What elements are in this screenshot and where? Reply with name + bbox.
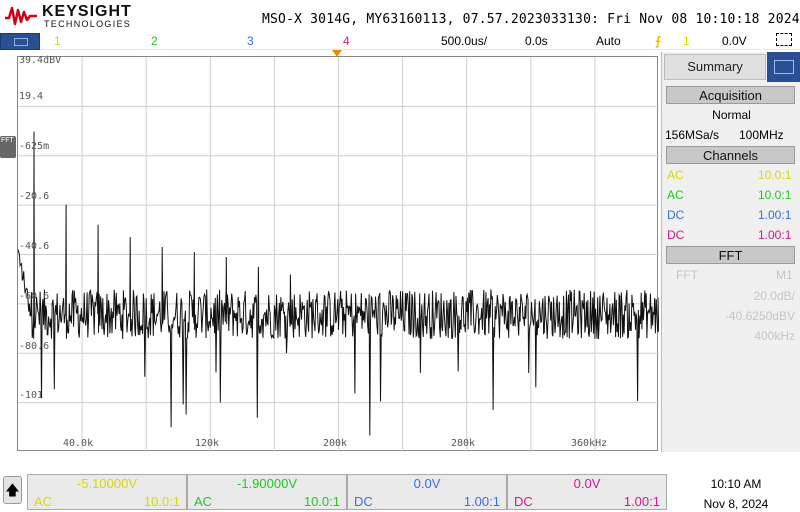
y-tick-label: -40.6 [19, 241, 50, 252]
fft-trace [18, 131, 659, 436]
y-tick-label: -80.6 [19, 341, 50, 352]
brand-sub: TECHNOLOGIES [44, 19, 132, 29]
channel-2-offset: -1.90000V [237, 476, 297, 491]
fft-ground-marker[interactable]: FFT [0, 136, 16, 158]
y-tick-label: 39.4dBV [19, 55, 62, 66]
channel-2-indicator[interactable]: 2 [151, 34, 158, 48]
fft-plot [18, 57, 659, 452]
channel-2-coupling-bottom: AC [194, 494, 213, 509]
channel-3-coupling: DC [667, 208, 685, 222]
x-tick-label: 360kHz [571, 438, 608, 449]
instrument-title: MSO-X 3014G, MY63160113, 07.57.202303313… [262, 12, 800, 27]
tab-layout[interactable] [767, 52, 800, 82]
channel-1-coupling-bottom: AC [34, 494, 53, 509]
clock-date: Nov 8, 2024 [703, 497, 769, 511]
channel-3-coupling-bottom: DC [354, 494, 373, 509]
channel-4-coupling-bottom: DC [514, 494, 533, 509]
y-tick-label: -625m [19, 141, 50, 152]
channel-4-box[interactable]: 0.0V DC 1.00:1 [507, 474, 667, 510]
channels-header[interactable]: Channels [666, 146, 795, 164]
channel-4-probe-bottom: 1.00:1 [623, 494, 660, 509]
x-tick-label: 120k [195, 438, 220, 449]
tab-summary[interactable]: Summary [664, 54, 766, 80]
channel-2-probe: 10.0:1 [758, 188, 792, 202]
trigger-mode[interactable]: Auto [596, 34, 621, 48]
channel-1-box[interactable]: -5.10000V AC 10.0:1 [27, 474, 187, 510]
x-tick-label: 200k [323, 438, 348, 449]
channel-3-box[interactable]: 0.0V DC 1.00:1 [347, 474, 507, 510]
channel-3-indicator[interactable]: 3 [247, 34, 254, 48]
y-tick-label: -60.6 [19, 291, 50, 302]
menu-button[interactable] [0, 33, 40, 50]
channel-3-probe-bottom: 1.00:1 [463, 494, 500, 509]
timebase-readout[interactable]: 500.0us/ [441, 34, 488, 48]
trigger-source[interactable]: 1 [683, 34, 690, 48]
arrow-up-icon: 🡅 [5, 482, 20, 498]
delay-readout[interactable]: 0.0s [525, 34, 548, 48]
expand-button[interactable]: 🡅 [3, 476, 22, 504]
sample-rate: 156MSa/s [665, 128, 720, 142]
fft-header[interactable]: FFT [666, 246, 795, 264]
channel-1-probe: 10.0:1 [758, 168, 792, 182]
channel-4-offset: 0.0V [573, 476, 601, 491]
waveform-display[interactable] [17, 56, 659, 452]
brand-name: KEYSIGHT [42, 3, 132, 20]
acquisition-header[interactable]: Acquisition [666, 86, 795, 104]
bandwidth: 100MHz [739, 128, 784, 142]
channel-1-offset: -5.10000V [77, 476, 137, 491]
y-tick-label: -20.6 [19, 191, 50, 202]
clock-time: 10:10 AM [710, 477, 762, 491]
grid-icon [774, 60, 794, 74]
channel-2-coupling: AC [667, 188, 684, 202]
x-tick-label: 280k [451, 438, 476, 449]
fft-source: M1 [776, 268, 793, 282]
trigger-edge-icon: ⨍ [655, 34, 662, 48]
trigger-level[interactable]: 0.0V [722, 34, 747, 48]
fft-offset: -40.6250dBV [724, 309, 795, 323]
channel-4-indicator[interactable]: 4 [343, 34, 350, 48]
channel-1-indicator[interactable]: 1 [54, 34, 61, 48]
y-tick-label: 19.4 [19, 91, 44, 102]
channel-3-offset: 0.0V [413, 476, 441, 491]
keysight-wave-icon [5, 6, 37, 26]
summary-panel: Summary Acquisition Normal 156MSa/s 100M… [661, 52, 800, 452]
keysight-logo: KEYSIGHT TECHNOLOGIES [4, 2, 144, 32]
status-bar: 1 2 3 4 500.0us/ 0.0s Auto ⨍ 1 0.0V [0, 33, 800, 50]
y-tick-label: -101 [19, 390, 44, 401]
zoom-select-icon[interactable] [776, 33, 792, 46]
channel-2-box[interactable]: -1.90000V AC 10.0:1 [187, 474, 347, 510]
channel-3-probe: 1.00:1 [758, 208, 792, 222]
trigger-position-icon [332, 50, 342, 57]
x-tick-label: 40.0k [63, 438, 94, 449]
channel-2-probe-bottom: 10.0:1 [303, 494, 340, 509]
fft-label: FFT [676, 268, 698, 282]
channel-1-coupling: AC [667, 168, 684, 182]
fft-span: 400kHz [754, 329, 795, 343]
acquisition-mode: Normal [712, 108, 751, 122]
clock: 10:10 AM Nov 8, 2024 [686, 474, 786, 512]
menu-icon [14, 38, 28, 46]
fft-scale: 20.0dB/ [753, 289, 795, 303]
channel-1-probe-bottom: 10.0:1 [143, 494, 180, 509]
channel-4-coupling: DC [667, 228, 685, 242]
channel-bar: 🡅 -5.10000V AC 10.0:1 -1.90000V AC 10.0:… [0, 462, 800, 512]
channel-4-probe: 1.00:1 [758, 228, 792, 242]
fft-marker-label: FFT [1, 137, 14, 144]
